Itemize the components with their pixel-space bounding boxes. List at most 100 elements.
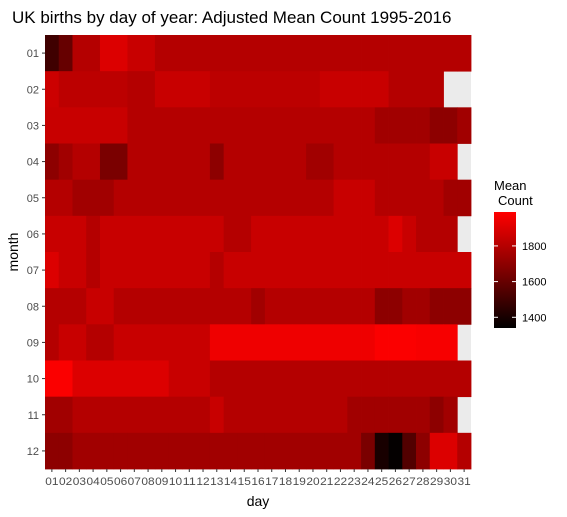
heatmap-cell [210,252,224,289]
heatmap-cell [251,397,265,434]
heatmap-cell [72,252,86,289]
heatmap-cell [334,361,348,398]
x-axis-ticks: 01 02 03 04 05 06 07 08 09 10 11 12 13 14 15 16 17 18 19 20… [45,469,471,488]
heatmap-cell [444,35,458,72]
heatmap-cell [444,433,458,470]
heatmap-cell [361,433,375,470]
heatmap-cell [59,433,73,470]
x-tick-label: 01 [45,476,58,488]
heatmap-cell [265,433,279,470]
heatmap-cell [361,71,375,108]
heatmap-cell [182,324,196,361]
heatmap-cell [430,35,444,72]
heatmap-cell [237,144,251,181]
heatmap-cell [265,71,279,108]
heatmap-cell [224,252,238,289]
y-axis-ticks: 010203040506070809101112 [27,48,45,458]
heatmap-cell [169,216,183,253]
x-tick-label: 23 [348,476,361,488]
heatmap-cell [402,433,416,470]
heatmap-cell [59,107,73,144]
heatmap-cell [127,71,141,108]
heatmap-cell [127,107,141,144]
heatmap-cell [389,252,403,289]
heatmap-cell [100,35,114,72]
heatmap-cell [155,324,169,361]
heatmap-cell [416,361,430,398]
heatmap-cell [444,216,458,253]
heatmap-cell [389,216,403,253]
heatmap-cell [196,433,210,470]
heatmap-cell [320,361,334,398]
heatmap-cell [155,397,169,434]
heatmap-cell [292,288,306,325]
heatmap-cell [72,144,86,181]
x-tick-label: 05 [100,476,113,488]
heatmap-cell [306,397,320,434]
heatmap-cell [72,324,86,361]
heatmap-cell [279,107,293,144]
y-tick-label: 11 [28,410,39,422]
heatmap-cell [444,107,458,144]
heatmap-cell [457,361,471,398]
heatmap-cell [265,252,279,289]
heatmap-cell [141,252,155,289]
heatmap-cell [182,144,196,181]
heatmap-cell [196,35,210,72]
heatmap-cell [155,180,169,217]
x-tick-label: 17 [265,476,278,488]
heatmap-cell [402,324,416,361]
y-tick-label: 02 [27,84,39,96]
heatmap-cell [375,216,389,253]
heatmap-cell [347,35,361,72]
heatmap-cell [141,397,155,434]
x-axis-label: day [247,493,270,509]
heatmap-cell [347,216,361,253]
heatmap-cell [86,107,100,144]
heatmap-cell [210,324,224,361]
heatmap-cell [430,71,444,108]
heatmap-cell [306,433,320,470]
heatmap-cell [306,324,320,361]
heatmap-cell [347,144,361,181]
heatmap-cell [141,216,155,253]
heatmap-cell [169,35,183,72]
heatmap-cell [457,288,471,325]
heatmap-cell [320,288,334,325]
x-tick-label: 18 [279,476,292,488]
heatmap-cell [127,324,141,361]
heatmap-cell [402,252,416,289]
heatmap-cell [114,288,128,325]
heatmap-cell [375,144,389,181]
heatmap-cell [375,107,389,144]
heatmap-cell [237,216,251,253]
heatmap-cell [196,288,210,325]
heatmap-cell [402,216,416,253]
heatmap-cell [182,288,196,325]
heatmap-cell [100,433,114,470]
heatmap-cell [251,144,265,181]
heatmap-cell [210,361,224,398]
heatmap-cell [59,361,73,398]
heatmap-cell [45,144,59,181]
heatmap-cell [224,180,238,217]
heatmap-cell [375,288,389,325]
y-tick-label: 03 [27,120,39,132]
heatmap-cell [72,361,86,398]
heatmap-cell [100,71,114,108]
heatmap-cell [265,361,279,398]
heatmap-cell [347,361,361,398]
color-legend: Mean Count 140016001800 [494,178,546,328]
x-tick-label: 20 [306,476,319,488]
heatmap-cell [361,397,375,434]
heatmap-cell [141,71,155,108]
heatmap-cell [169,252,183,289]
x-tick-label: 08 [141,476,154,488]
x-tick-label: 26 [389,476,402,488]
legend-tick-label: 1600 [522,277,546,289]
heatmap-cell [334,35,348,72]
heatmap-cell [416,324,430,361]
heatmap-cell [444,252,458,289]
heatmap-cell [224,288,238,325]
